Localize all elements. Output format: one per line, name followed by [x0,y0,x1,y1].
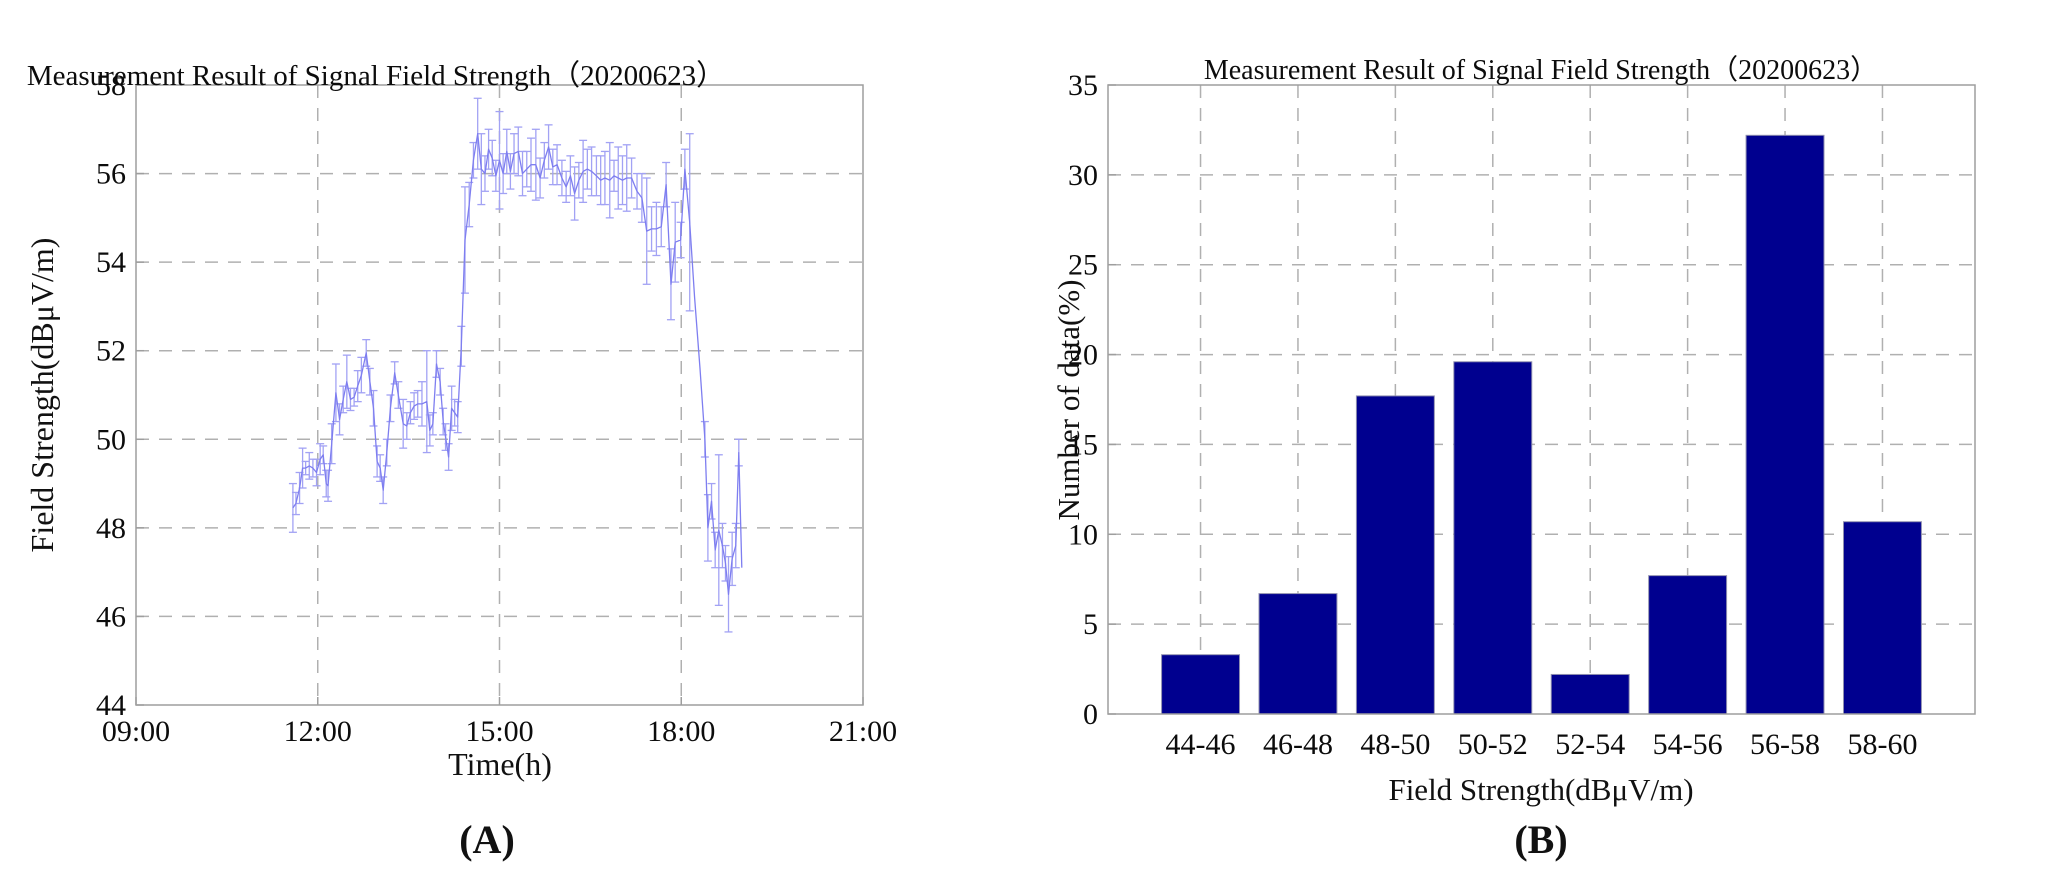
svg-text:48-50: 48-50 [1360,728,1430,761]
svg-text:58-60: 58-60 [1847,728,1917,761]
bar-chart-svg: 0 5 10 15 20 25 30 35 44-46 46-48 48-50 50-52 52-54 5… [1068,69,1976,761]
panel-b-bar-chart: 0 5 10 15 20 25 30 35 44-46 46-48 48-50 50-52 52-54 5… [1033,0,2066,887]
svg-text:10: 10 [1068,518,1098,551]
chart-b-title: Measurement Result of Signal Field Stren… [1203,55,1879,86]
svg-text:54-56: 54-56 [1653,728,1723,761]
svg-text:12:00: 12:00 [284,715,352,748]
svg-text:21:00: 21:00 [829,715,897,748]
svg-text:50-52: 50-52 [1458,728,1528,761]
chart-a-x-axis-label: Time(h) [448,746,552,782]
svg-text:56-58: 56-58 [1750,728,1820,761]
svg-text:15:00: 15:00 [465,715,533,748]
chart-b-x-axis-label: Field Strength(dBμV/m) [1388,772,1694,807]
svg-text:18:00: 18:00 [647,715,715,748]
svg-text:50: 50 [96,423,126,456]
svg-text:52-54: 52-54 [1555,728,1625,761]
chart-a-title: Measurement Result of Signal Field Stren… [26,60,726,92]
svg-text:30: 30 [1068,159,1098,192]
svg-text:09:00: 09:00 [102,715,170,748]
svg-text:35: 35 [1068,69,1098,102]
svg-text:46: 46 [96,600,126,633]
svg-text:54: 54 [96,246,126,279]
panel-b-caption: (B) [1514,817,1568,862]
svg-text:0: 0 [1083,698,1098,731]
svg-text:25: 25 [1068,249,1098,282]
svg-text:52: 52 [96,335,126,368]
chart-a-y-axis-label: Field Strength(dBμV/m) [24,237,60,553]
svg-text:44-46: 44-46 [1166,728,1236,761]
panel-a-line-chart: 44 46 48 50 52 54 56 58 09:00 12:00 15:00 18:00 21:0… [24,60,897,862]
line-chart-svg: 44 46 48 50 52 54 56 58 09:00 12:00 15:00 18:00 21:0… [96,69,897,748]
svg-text:48: 48 [96,512,126,545]
svg-text:20: 20 [1068,339,1098,372]
svg-text:58: 58 [96,69,126,102]
svg-text:44: 44 [96,689,126,722]
panel-a-caption: (A) [459,817,515,862]
svg-text:5: 5 [1083,608,1098,641]
chart-b-y-axis-label: Number of data(%) [1051,279,1086,521]
svg-text:56: 56 [96,158,126,191]
svg-text:46-48: 46-48 [1263,728,1333,761]
svg-text:15: 15 [1068,428,1098,461]
